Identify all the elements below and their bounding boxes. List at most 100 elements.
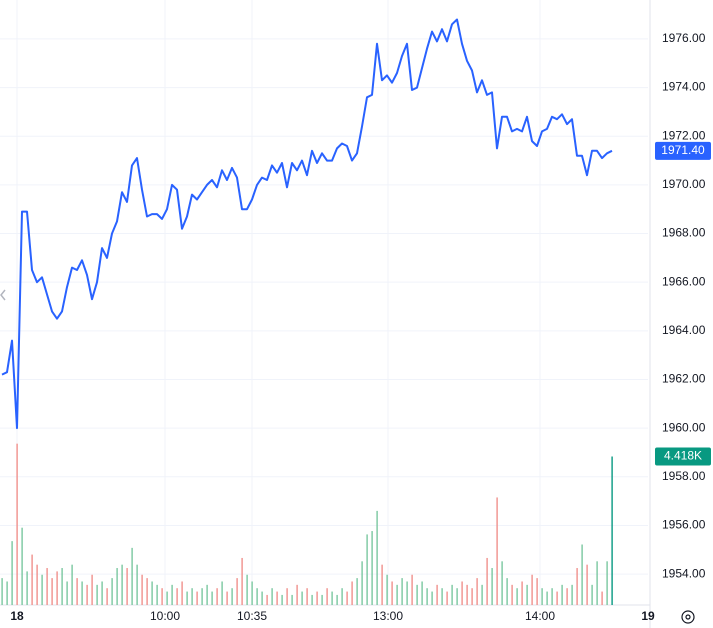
volume-bar [581, 544, 583, 605]
volume-bar [531, 574, 533, 605]
y-tick-label: 1970.00 [662, 177, 706, 191]
x-tick-label: 18 [10, 609, 24, 623]
volume-bar [606, 561, 608, 605]
volume-bar [226, 591, 228, 605]
volume-bar [401, 578, 403, 605]
volume-bar [71, 564, 73, 605]
volume-bar [381, 564, 383, 605]
volume-bar [466, 584, 468, 605]
volume-bar [546, 591, 548, 605]
volume-bar [96, 584, 98, 605]
volume-bar [256, 588, 258, 605]
volume-bar [166, 591, 168, 605]
volume-bar [471, 588, 473, 605]
volume-bar [476, 578, 478, 605]
y-tick-label: 1974.00 [662, 80, 706, 94]
volume-bar [451, 584, 453, 605]
volume-bar [431, 591, 433, 605]
volume-bar [391, 581, 393, 605]
volume-bar [516, 588, 518, 605]
volume-bar [261, 591, 263, 605]
volume-bar [66, 581, 68, 605]
last-value-label: 1971.40 [661, 143, 705, 157]
volume-bar [116, 568, 118, 605]
volume-bar [506, 578, 508, 605]
volume-bar [221, 581, 223, 605]
volume-bar [406, 581, 408, 605]
volume-bar [356, 578, 358, 605]
volume-bar [126, 568, 128, 605]
volume-bar [186, 591, 188, 605]
volume-bar [141, 574, 143, 605]
volume-bar [76, 578, 78, 605]
volume-bar [436, 584, 438, 605]
volume-bar [586, 564, 588, 605]
volume-bar [181, 581, 183, 605]
volume-bar [306, 588, 308, 605]
volume-bar [81, 581, 83, 605]
volume-bar [51, 578, 53, 605]
volume-bar [241, 557, 243, 605]
volume-bar [266, 594, 268, 605]
volume-bar [441, 588, 443, 605]
volume-bar [556, 591, 558, 605]
settings-button[interactable] [681, 610, 695, 624]
volume-bar [26, 571, 28, 605]
volume-bar [336, 594, 338, 605]
volume-bar [211, 591, 213, 605]
volume-bar [446, 591, 448, 605]
x-tick-label: 19 [641, 609, 655, 623]
volume-bar [396, 584, 398, 605]
volume-bar [271, 588, 273, 605]
volume-bar [526, 584, 528, 605]
volume-bar [156, 584, 158, 605]
volume-bar [366, 534, 368, 605]
volume-bar [511, 584, 513, 605]
volume-bar [601, 591, 603, 605]
y-tick-label: 1960.00 [662, 420, 706, 434]
y-tick-label: 1972.00 [662, 128, 706, 142]
y-tick-label: 1956.00 [662, 518, 706, 532]
volume-bar [481, 584, 483, 605]
volume-bar [326, 588, 328, 605]
volume-bar [611, 456, 613, 605]
last-value-tag [655, 447, 711, 466]
volume-bar [171, 584, 173, 605]
x-tick-label: 10:35 [237, 609, 267, 623]
volume-bar [311, 594, 313, 605]
volume-bar [501, 561, 503, 605]
x-tick-label: 13:00 [373, 609, 403, 623]
volume-bar [231, 588, 233, 605]
volume-bar [31, 554, 33, 605]
volume-bar [206, 584, 208, 605]
volume-bar [191, 588, 193, 605]
scroll-arrow[interactable] [0, 289, 6, 301]
volume-bar [426, 588, 428, 605]
volume-bar [251, 581, 253, 605]
volume-bar [86, 584, 88, 605]
volume-bar [16, 443, 18, 605]
volume-bar [11, 541, 13, 605]
y-tick-label: 1958.00 [662, 469, 706, 483]
price-line [1, 18, 613, 430]
volume-bar [411, 574, 413, 605]
volume-bar [246, 574, 248, 605]
volume-bar [91, 574, 93, 605]
volume-bar [316, 591, 318, 605]
last-value-tag [655, 141, 711, 160]
volume-bar [216, 588, 218, 605]
y-tick-label: 1976.00 [662, 31, 706, 45]
volume-bar [341, 588, 343, 605]
volume-bar [291, 594, 293, 605]
volume-bar [106, 588, 108, 605]
volume-bar [196, 591, 198, 605]
volume-bar [281, 594, 283, 605]
y-tick-label: 1962.00 [662, 372, 706, 386]
volume-bars [1, 443, 613, 605]
volume-bar [486, 557, 488, 605]
volume-bar [1, 578, 3, 605]
y-tick-label: 1966.00 [662, 274, 706, 288]
volume-bar [61, 568, 63, 605]
volume-bar [421, 581, 423, 605]
volume-bar [301, 591, 303, 605]
